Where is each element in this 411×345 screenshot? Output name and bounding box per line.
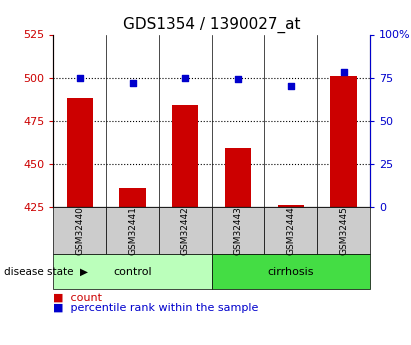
Point — [340, 70, 347, 75]
Text: ■  percentile rank within the sample: ■ percentile rank within the sample — [53, 303, 259, 313]
Text: GSM32441: GSM32441 — [128, 206, 137, 255]
Point — [287, 83, 294, 89]
Bar — [277, 205, 304, 207]
Point — [235, 77, 241, 82]
Point — [182, 75, 189, 80]
Point — [76, 75, 83, 80]
Title: GDS1354 / 1390027_at: GDS1354 / 1390027_at — [123, 17, 300, 33]
Bar — [172, 105, 199, 207]
Text: ■  count: ■ count — [53, 293, 102, 303]
Text: GSM32445: GSM32445 — [339, 206, 348, 255]
Bar — [67, 98, 93, 207]
Text: GSM32442: GSM32442 — [181, 206, 190, 255]
Bar — [225, 148, 251, 207]
Text: GSM32443: GSM32443 — [233, 206, 242, 255]
Bar — [330, 76, 357, 207]
Text: cirrhosis: cirrhosis — [268, 267, 314, 277]
Bar — [119, 188, 146, 207]
Point — [129, 80, 136, 86]
Text: disease state  ▶: disease state ▶ — [4, 267, 88, 277]
Text: GSM32444: GSM32444 — [286, 206, 295, 255]
Text: control: control — [113, 267, 152, 277]
Text: GSM32440: GSM32440 — [75, 206, 84, 255]
